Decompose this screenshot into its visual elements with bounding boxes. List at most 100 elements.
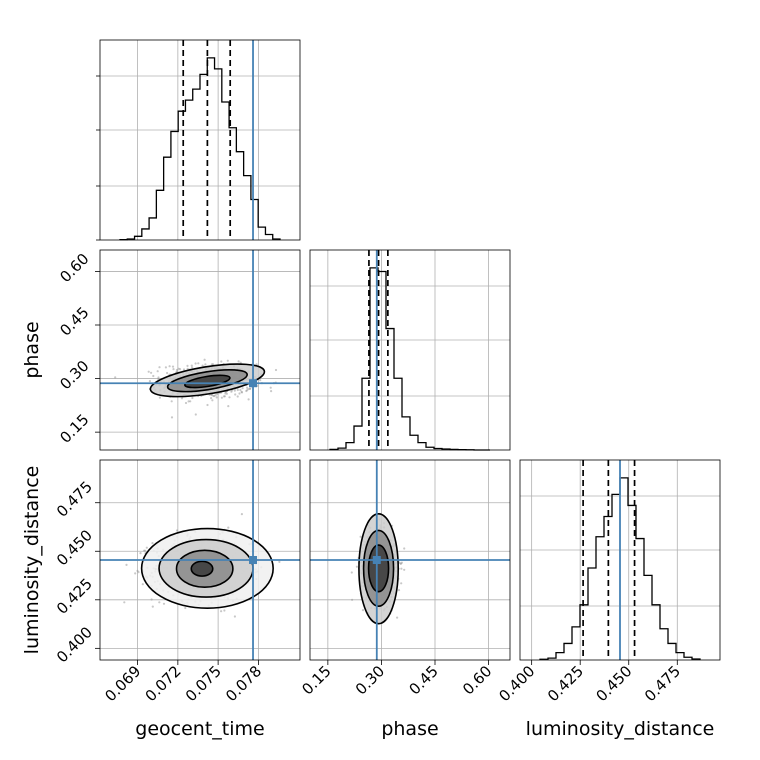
- sample-point: [403, 568, 406, 571]
- sample-point: [220, 360, 223, 363]
- sample-point: [191, 366, 194, 369]
- sample-point: [187, 400, 190, 403]
- x-tick-label: 0.475: [641, 662, 684, 705]
- sample-point: [227, 405, 230, 408]
- sample-point: [259, 379, 262, 382]
- sample-point: [396, 616, 399, 619]
- sample-point: [145, 546, 148, 549]
- contour-line: [367, 544, 390, 593]
- y-tick-label: 0.60: [56, 250, 92, 286]
- x-tick-label: 0.15: [298, 662, 334, 698]
- sample-point: [233, 389, 236, 392]
- sample-point: [197, 362, 200, 365]
- x-tick-label: 0.069: [101, 662, 144, 705]
- sample-point: [114, 376, 117, 379]
- sample-point: [226, 359, 229, 362]
- sample-point: [239, 388, 242, 392]
- y-tick-label: 0.425: [53, 575, 96, 618]
- x-tick-label: 0.078: [222, 662, 265, 705]
- sample-point: [223, 395, 226, 398]
- sample-point: [227, 526, 230, 529]
- sample-point: [203, 358, 206, 361]
- sample-point: [220, 396, 223, 399]
- x-tick-label: 0.072: [142, 662, 185, 705]
- sample-point: [204, 363, 207, 366]
- sample-point: [158, 366, 161, 369]
- x-tick-label: 0.60: [459, 662, 495, 698]
- sample-point: [225, 392, 228, 395]
- scatter-panel-geocent_time-phase: [99, 249, 301, 451]
- sample-point: [175, 529, 179, 532]
- sample-point: [233, 615, 236, 618]
- y-tick-label: 0.450: [53, 526, 96, 569]
- sample-point: [125, 563, 128, 567]
- sample-point: [148, 380, 151, 383]
- sample-point: [245, 389, 249, 392]
- panel-frame: [99, 249, 301, 451]
- sample-point: [172, 368, 175, 371]
- sample-point: [230, 390, 233, 393]
- contour-line: [149, 363, 266, 398]
- sample-point: [210, 397, 213, 400]
- sample-point: [237, 360, 240, 363]
- histogram-panel-geocent_time: [96, 39, 301, 241]
- sample-point: [147, 370, 150, 373]
- sample-point: [150, 598, 153, 601]
- sample-point: [256, 384, 259, 387]
- sample-point: [189, 400, 192, 403]
- sample-point: [152, 374, 155, 378]
- sample-point: [216, 392, 219, 396]
- y-tick-label: 0.30: [56, 357, 92, 393]
- panel-frame: [309, 249, 511, 451]
- sample-point: [240, 390, 243, 393]
- sample-point: [158, 396, 161, 399]
- sample-point: [180, 397, 184, 400]
- y-tick-label: 0.475: [53, 478, 96, 521]
- sample-point: [238, 392, 241, 395]
- y-axis-label-luminosity-distance: luminosity_distance: [21, 466, 43, 655]
- sample-point: [212, 394, 215, 398]
- panel-frame: [99, 459, 301, 661]
- panel-frame: [99, 39, 301, 241]
- contour-line: [184, 374, 231, 389]
- sample-point: [151, 605, 154, 608]
- sample-point: [182, 368, 186, 371]
- sample-point: [139, 552, 142, 555]
- sample-point: [247, 398, 250, 401]
- sample-point: [215, 396, 218, 399]
- sample-point: [236, 395, 239, 398]
- sample-point: [228, 396, 231, 399]
- sample-point: [269, 386, 272, 389]
- panel-frame: [519, 459, 721, 661]
- sample-point: [214, 394, 217, 397]
- x-axis-label-luminosity-distance: luminosity_distance: [526, 718, 715, 740]
- sample-point: [223, 609, 226, 612]
- x-tick-label: 0.30: [352, 662, 388, 698]
- sample-point: [168, 365, 171, 368]
- panel-frame: [309, 459, 511, 661]
- sample-point: [400, 567, 403, 570]
- contour-line: [166, 369, 248, 393]
- sample-point: [186, 367, 189, 370]
- sample-point: [162, 602, 166, 605]
- x-tick-label: 0.075: [182, 662, 225, 705]
- sample-point: [186, 364, 189, 367]
- sample-point: [175, 368, 178, 372]
- density-shade: [191, 561, 213, 577]
- x-tick-label: 0.450: [592, 662, 635, 705]
- sample-point: [270, 390, 273, 393]
- contour-line: [362, 529, 395, 608]
- sample-point: [240, 513, 243, 516]
- sample-point: [274, 368, 278, 372]
- sample-point: [150, 371, 153, 374]
- sample-point: [170, 416, 174, 419]
- sample-point: [201, 364, 204, 367]
- sample-point: [166, 371, 169, 375]
- sample-point: [246, 386, 249, 389]
- x-axis-label-phase: phase: [381, 718, 438, 740]
- sample-point: [141, 583, 144, 586]
- sample-point: [190, 364, 193, 367]
- contour-line: [140, 527, 274, 609]
